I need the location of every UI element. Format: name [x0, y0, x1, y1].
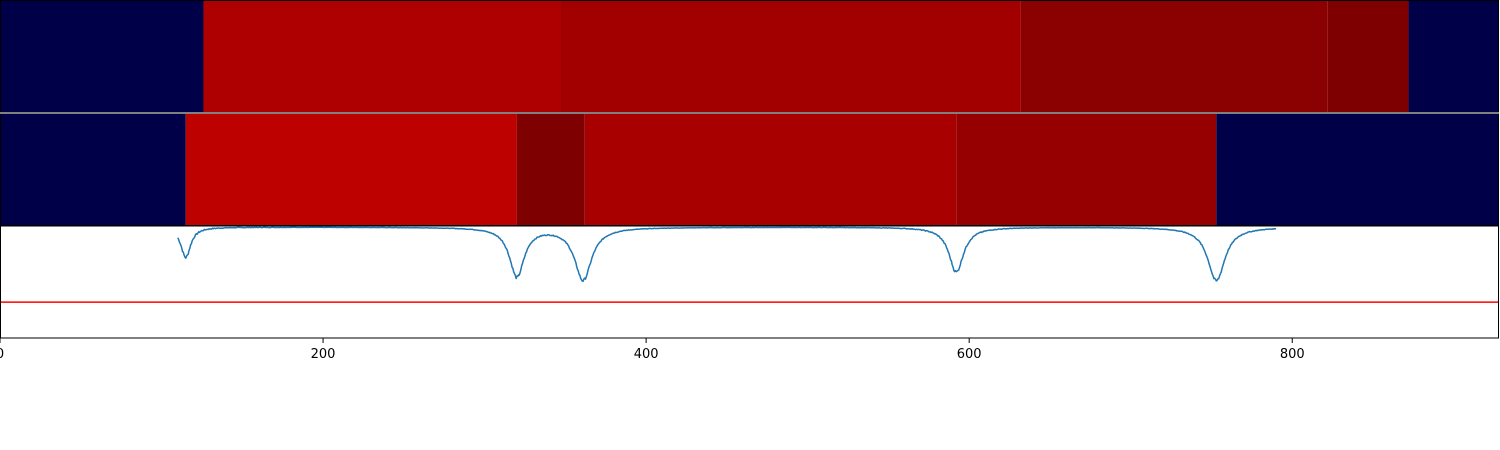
x-tick-label-600: 600	[957, 347, 982, 362]
heatmap-segment-2-3	[516, 113, 585, 226]
heatmap-segment-2-1	[0, 113, 186, 226]
heatmap-segment-1-3	[560, 0, 1021, 113]
heatmap-segment-2-6	[1216, 113, 1499, 226]
x-tick-label-200: 200	[311, 347, 336, 362]
heatmap-segment-2-5	[956, 113, 1217, 226]
heatmap-segment-1-4	[1020, 0, 1328, 113]
signal-series-line	[177, 226, 1277, 283]
x-tick-label-0: 0	[0, 347, 4, 362]
heatmap-segment-1-6	[1408, 0, 1499, 113]
heatmap-segment-1-2	[203, 0, 561, 113]
heatmap-track-1	[0, 0, 1499, 113]
heatmap-segment-2-2	[185, 113, 517, 226]
heatmap-track-2	[0, 113, 1499, 226]
heatmap-segment-2-4	[584, 113, 957, 226]
signal-panel	[0, 225, 1499, 339]
signal-panel-frame	[0, 225, 1499, 339]
x-tick-label-800: 800	[1280, 347, 1305, 362]
x-axis: 0 200 400 600 800	[0, 112, 1500, 362]
heatmap-segment-1-1	[0, 0, 204, 113]
x-tick-label-400: 400	[634, 347, 659, 362]
heatmap-segment-1-5	[1327, 0, 1409, 113]
